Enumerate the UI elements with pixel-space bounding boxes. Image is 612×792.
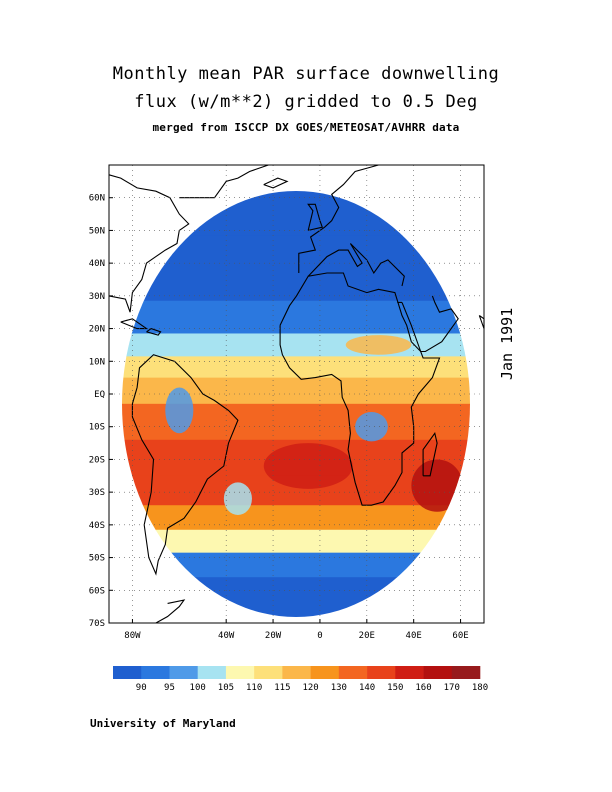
- coastline: [146, 327, 162, 336]
- colorbar-label: 115: [274, 683, 290, 693]
- lon-tick-label: 60E: [452, 631, 468, 641]
- colorbar-swatch: [169, 666, 198, 679]
- colorbar-swatch: [338, 666, 368, 679]
- colorbar-label: 150: [387, 683, 403, 693]
- flux-patch: [411, 459, 463, 512]
- lon-tick-label: 20W: [265, 631, 282, 641]
- flux-band: [122, 552, 470, 578]
- lat-tick-label: 70S: [89, 619, 105, 629]
- flux-patch: [263, 443, 353, 489]
- colorbar-swatch: [197, 666, 227, 679]
- colorbar-label: 90: [136, 683, 147, 693]
- colorbar-swatch: [113, 666, 142, 679]
- colorbar-swatch: [451, 666, 481, 679]
- flux-patch: [165, 387, 194, 434]
- colorbar-label: 170: [444, 683, 460, 693]
- colorbar-swatch: [254, 666, 283, 679]
- coastline: [422, 431, 438, 477]
- flux-band: [122, 300, 470, 334]
- lat-tick-label: 10S: [89, 423, 105, 433]
- colorbar-swatch: [395, 666, 424, 679]
- flux-field: [122, 191, 470, 617]
- lat-tick-label: 60N: [89, 194, 105, 204]
- coastline: [120, 318, 149, 330]
- lat-tick-labels: 60N 50N 40N 30N 20N 10N EQ 10S 20S 30S 40S 50S 60S 70…: [89, 194, 105, 629]
- flux-patch: [355, 411, 388, 442]
- lat-tick-label: 30N: [89, 292, 105, 302]
- lon-tick-label: 40W: [218, 631, 235, 641]
- coastline: [179, 164, 269, 199]
- lat-tick-label: 20N: [89, 325, 105, 335]
- colorbar-label: 160: [415, 683, 431, 693]
- lon-tick-label: 20E: [359, 631, 375, 641]
- flux-band: [122, 191, 470, 236]
- date-label: Jan 1991: [498, 307, 516, 380]
- colorbar: 90 95 100 105 110 115 120 130 140 150 160 170 180: [113, 666, 488, 693]
- flux-band: [122, 356, 470, 379]
- lat-tick-label: EQ: [94, 390, 105, 400]
- colorbar-label: 140: [359, 683, 375, 693]
- colorbar-swatch: [423, 666, 453, 679]
- coastline: [263, 177, 289, 189]
- lon-tick-label: 80W: [124, 631, 141, 641]
- lat-tick-label: 50N: [89, 226, 105, 236]
- colorbar-label: 95: [164, 683, 175, 693]
- colorbar-label: 105: [218, 683, 234, 693]
- title-line-2: flux (w/m**2) gridded to 0.5 Deg: [134, 92, 478, 112]
- lat-tick-label: 60S: [89, 586, 105, 596]
- colorbar-swatch: [141, 666, 170, 679]
- colorbar-swatch: [367, 666, 396, 679]
- coastline: [131, 354, 239, 576]
- flux-band: [122, 577, 470, 617]
- colorbar-label: 100: [190, 683, 206, 693]
- flux-band: [122, 377, 470, 405]
- grid-lines: [109, 165, 484, 624]
- lat-tick-label: 40S: [89, 521, 105, 531]
- colorbar-swatch: [282, 666, 311, 679]
- colorbar-label: 130: [331, 683, 347, 693]
- lon-tick-label: 40E: [406, 631, 422, 641]
- coastline: [298, 164, 391, 273]
- coastline: [155, 599, 186, 624]
- plot-frame: [108, 164, 485, 624]
- lon-tick-labels: 80W 40W 20W 0 20E 40E 60E: [124, 631, 468, 641]
- lon-tick-label: 0: [317, 631, 322, 641]
- colorbar-label: 120: [302, 683, 318, 693]
- coastline: [307, 203, 324, 231]
- title-line-3: merged from ISCCP DX GOES/METEOSAT/AVHRR…: [152, 121, 460, 134]
- flux-band: [122, 333, 470, 357]
- flux-band: [122, 505, 470, 531]
- colorbar-label: 180: [472, 683, 488, 693]
- lat-tick-label: 50S: [89, 554, 105, 564]
- lat-tick-label: 10N: [89, 357, 105, 367]
- coastline: [279, 272, 441, 506]
- coastline: [401, 295, 459, 353]
- coastline: [307, 243, 405, 287]
- colorbar-label: 110: [246, 683, 262, 693]
- flux-band: [122, 403, 470, 441]
- colorbar-swatch: [310, 666, 340, 679]
- flux-patch: [223, 482, 252, 516]
- flux-patch: [345, 335, 412, 355]
- coastline: [108, 174, 190, 313]
- footer-credit: University of Maryland: [90, 717, 236, 730]
- coastlines: [108, 164, 485, 624]
- flux-band: [122, 529, 470, 554]
- flux-band: [122, 235, 470, 302]
- coastline: [478, 315, 485, 329]
- title-line-1: Monthly mean PAR surface downwelling: [112, 64, 500, 84]
- lat-tick-label: 20S: [89, 455, 105, 465]
- lat-tick-label: 40N: [89, 259, 105, 269]
- lat-tick-label: 30S: [89, 488, 105, 498]
- colorbar-swatch: [225, 666, 255, 679]
